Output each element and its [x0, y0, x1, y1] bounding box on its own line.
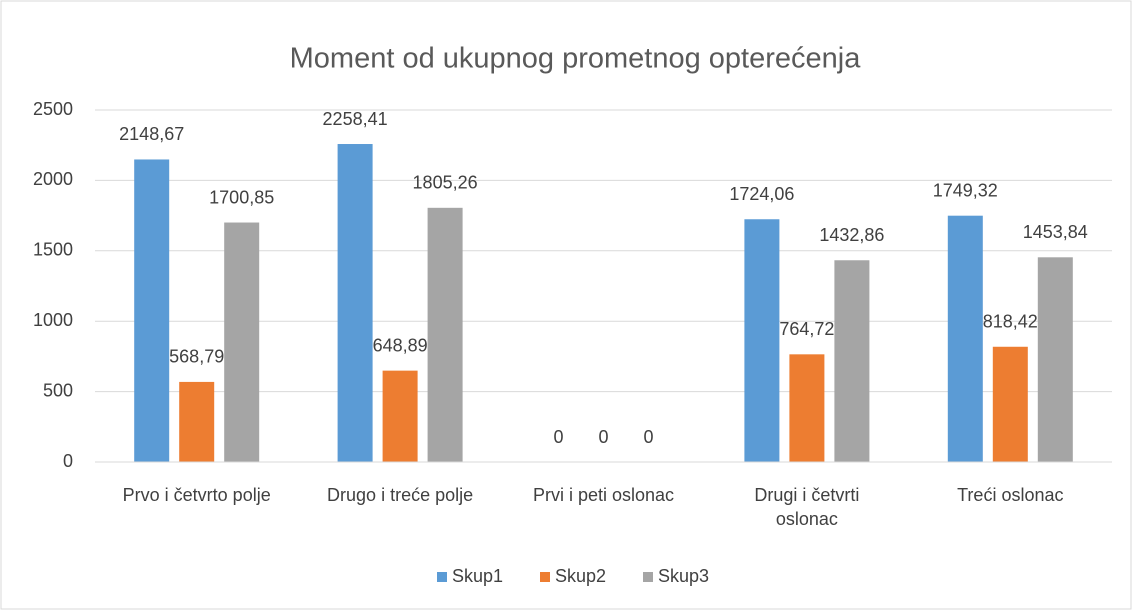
chart-title: Moment od ukupnog prometnog opterećenja — [290, 43, 862, 75]
bar — [134, 159, 170, 462]
data-label: 1700,85 — [209, 187, 274, 207]
legend-swatch — [540, 572, 550, 582]
data-label: 818,42 — [983, 312, 1038, 332]
data-label: 1724,06 — [729, 184, 794, 204]
bar — [947, 215, 983, 462]
data-label: 764,72 — [779, 319, 834, 339]
x-tick-label: Treći oslonac — [957, 485, 1064, 505]
data-label: 648,89 — [373, 335, 428, 355]
legend-swatch — [437, 572, 447, 582]
y-tick-label: 1000 — [33, 310, 73, 330]
bar — [337, 144, 373, 462]
bar — [382, 370, 418, 462]
data-label: 2258,41 — [323, 109, 388, 129]
legend-label: Skup1 — [452, 566, 503, 586]
data-label: 1805,26 — [413, 173, 478, 193]
bar — [789, 354, 825, 462]
bar — [834, 260, 870, 462]
x-tick-label: Drugo i treće polje — [327, 485, 474, 505]
y-tick-label: 500 — [43, 380, 73, 400]
bar — [179, 381, 215, 462]
data-label: 0 — [553, 427, 563, 447]
data-label: 1453,84 — [1023, 222, 1088, 242]
legend-label: Skup3 — [658, 566, 709, 586]
bar — [992, 346, 1028, 462]
data-label: 0 — [643, 427, 653, 447]
y-tick-label: 1500 — [33, 240, 73, 260]
x-tick-label: Prvi i peti oslonac — [532, 485, 675, 505]
x-tick-label: Prvo i četvrto polje — [122, 485, 271, 505]
legend-label: Skup2 — [555, 566, 606, 586]
bar — [744, 219, 780, 462]
data-label: 568,79 — [169, 347, 224, 367]
data-label: 1432,86 — [819, 225, 884, 245]
data-label: 2148,67 — [119, 124, 184, 144]
data-label: 1749,32 — [933, 180, 998, 200]
bar — [427, 207, 463, 462]
bar — [1037, 257, 1073, 462]
data-label: 0 — [598, 427, 608, 447]
y-tick-label: 2000 — [33, 169, 73, 189]
y-tick-label: 0 — [63, 451, 73, 471]
bar — [224, 222, 260, 462]
legend-swatch — [643, 572, 653, 582]
x-tick-label: Drugi i četvrti oslonac — [754, 485, 860, 529]
y-tick-label: 2500 — [33, 99, 73, 119]
